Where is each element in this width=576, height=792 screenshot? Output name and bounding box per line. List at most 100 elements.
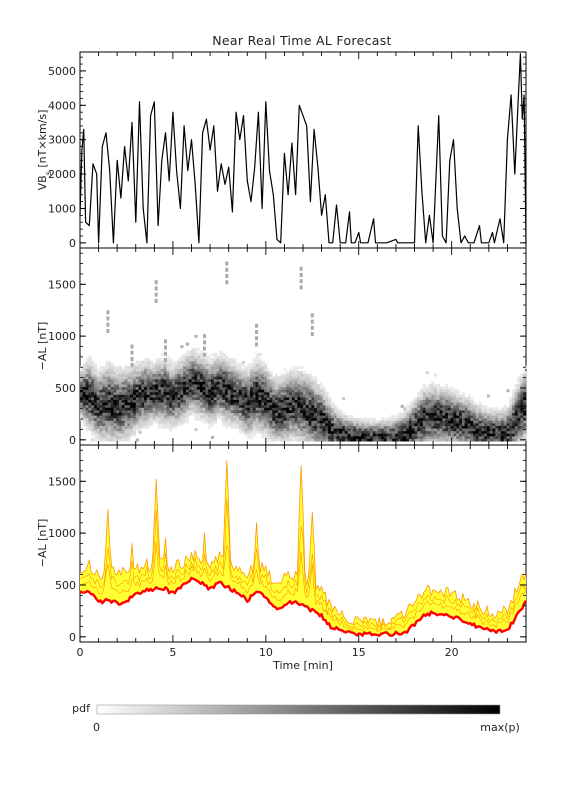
pdf-cell bbox=[445, 386, 449, 390]
pdf-cell bbox=[113, 402, 117, 406]
pdf-cell bbox=[406, 407, 410, 411]
pdf-cell bbox=[133, 381, 137, 385]
pdf-cell bbox=[119, 368, 123, 372]
pdf-cell bbox=[467, 410, 471, 413]
pdf-cell bbox=[124, 438, 128, 442]
pdf-cell bbox=[236, 381, 240, 385]
pdf-cell bbox=[420, 399, 424, 403]
pdf-cell bbox=[425, 420, 429, 424]
pdf-cell bbox=[93, 407, 98, 411]
pdf-cell bbox=[199, 378, 204, 382]
pdf-cell bbox=[146, 423, 151, 426]
pdf-cell bbox=[294, 365, 298, 369]
pdf-cell bbox=[425, 430, 429, 434]
pdf-cell bbox=[453, 389, 457, 393]
pdf-cell bbox=[305, 376, 309, 380]
pdf-cell bbox=[177, 381, 181, 385]
pdf-cell bbox=[124, 394, 128, 398]
pdf-cell bbox=[428, 435, 432, 439]
pdf-cell bbox=[163, 389, 167, 393]
pdf-cell bbox=[389, 425, 393, 429]
pdf-cell bbox=[316, 410, 321, 413]
pdf-cell bbox=[141, 423, 145, 426]
pdf-cell bbox=[500, 417, 505, 421]
pdf-cell bbox=[261, 363, 265, 367]
pdf-cell bbox=[464, 404, 468, 408]
pdf-cell bbox=[322, 420, 326, 424]
pdf-cell bbox=[88, 402, 92, 406]
pdf-cell bbox=[428, 384, 432, 388]
pdf-cell bbox=[88, 389, 92, 393]
pdf-cell bbox=[269, 433, 273, 437]
pdf-cell bbox=[275, 412, 279, 416]
pdf-cell bbox=[110, 386, 114, 390]
pdf-cell bbox=[177, 391, 181, 395]
pdf-cell bbox=[146, 373, 151, 377]
pdf-cell bbox=[219, 373, 223, 377]
pdf-cell bbox=[199, 386, 204, 390]
pdf-cell bbox=[367, 438, 371, 442]
pdf-cell bbox=[205, 391, 209, 395]
pdf-cell bbox=[213, 399, 217, 403]
pdf-cell bbox=[250, 368, 254, 372]
pdf-cell bbox=[422, 412, 427, 416]
pdf-cell bbox=[194, 358, 198, 362]
pdf-cell bbox=[144, 397, 148, 400]
pdf-cell bbox=[300, 378, 304, 382]
pdf-cell bbox=[453, 399, 457, 403]
pdf-cell bbox=[456, 435, 460, 439]
pdf-cell bbox=[489, 417, 493, 421]
pdf-cell bbox=[364, 428, 368, 432]
pdf-cell bbox=[453, 423, 457, 426]
pdf-cell bbox=[428, 389, 432, 393]
pdf-cell bbox=[303, 389, 307, 393]
pdf-cell bbox=[512, 438, 516, 442]
pdf-cell bbox=[406, 423, 410, 426]
pdf-cell bbox=[80, 410, 84, 413]
pdf-cell bbox=[241, 407, 245, 411]
pdf-cell bbox=[289, 407, 293, 411]
pdf-cell bbox=[127, 397, 131, 400]
pdf-cell bbox=[113, 430, 117, 434]
pdf-cell bbox=[434, 389, 438, 393]
pdf-cell bbox=[439, 420, 443, 424]
pdf-cell bbox=[517, 407, 521, 411]
pdf-cell bbox=[185, 402, 190, 406]
pdf-cell bbox=[149, 423, 153, 426]
pdf-cell bbox=[155, 389, 159, 393]
pdf-cell bbox=[372, 425, 376, 429]
pdf-cell bbox=[272, 389, 276, 393]
pdf-cell bbox=[127, 386, 131, 390]
pdf-cell bbox=[208, 358, 212, 362]
pdf-cell bbox=[144, 389, 148, 393]
pdf-cell bbox=[314, 384, 318, 388]
pdf-cell bbox=[470, 399, 474, 403]
pdf-outlier-cell bbox=[310, 332, 314, 337]
pdf-cell bbox=[283, 404, 287, 408]
pdf-cell bbox=[420, 420, 424, 424]
pdf-cell bbox=[138, 417, 142, 421]
pdf-cell bbox=[261, 430, 265, 434]
pdf-cell bbox=[219, 368, 223, 372]
pdf-cell bbox=[506, 415, 510, 419]
pdf-cell bbox=[99, 417, 103, 421]
pdf-cell bbox=[308, 386, 312, 390]
pdf-cell bbox=[478, 407, 482, 411]
pdf-cell bbox=[180, 394, 184, 398]
pdf-cell bbox=[258, 358, 262, 362]
pdf-cell bbox=[520, 384, 524, 388]
pdf-cell bbox=[481, 428, 485, 432]
pdf-cell bbox=[216, 373, 220, 377]
pdf-cell bbox=[300, 417, 304, 421]
pdf-cell bbox=[124, 430, 128, 434]
pdf-cell bbox=[230, 376, 234, 380]
pdf-cell bbox=[314, 417, 318, 421]
pdf-cell bbox=[197, 358, 201, 362]
pdf-cell bbox=[102, 368, 106, 372]
pdf-cell bbox=[420, 389, 424, 393]
pdf-cell bbox=[241, 371, 245, 375]
pdf-cell bbox=[227, 368, 231, 372]
pdf-cell bbox=[107, 378, 112, 382]
pdf-cell bbox=[141, 360, 145, 364]
pdf-cell bbox=[91, 430, 95, 434]
